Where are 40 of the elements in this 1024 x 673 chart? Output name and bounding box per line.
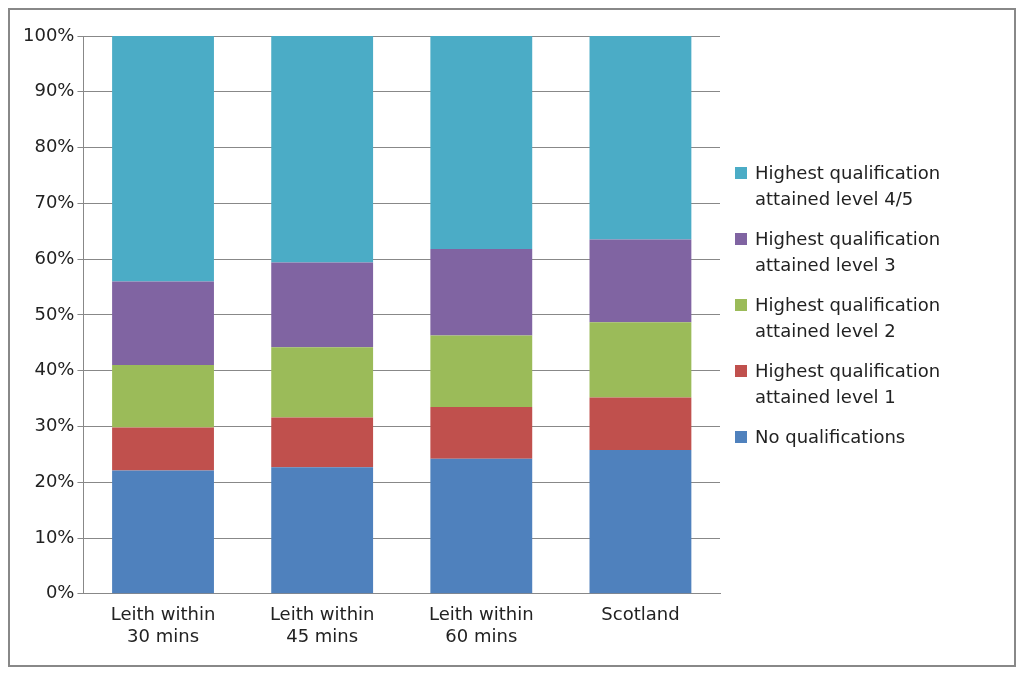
y-tick-label: 30% <box>34 414 75 436</box>
legend-label: Highest qualification attained level 1 <box>755 359 942 409</box>
legend-label: No qualifications <box>755 425 906 449</box>
y-tick-label: 100% <box>22 23 75 45</box>
y-tick-label: 40% <box>34 358 75 380</box>
y-tick-label: 60% <box>34 246 75 268</box>
legend-label: Highest qualification attained level 3 <box>755 227 942 277</box>
bar <box>271 417 374 468</box>
bar <box>112 470 214 594</box>
y-tick-label: 50% <box>34 302 75 324</box>
bar <box>112 36 214 282</box>
bar <box>271 467 374 594</box>
y-tick-label: 10% <box>34 525 75 547</box>
y-tick-label: 70% <box>34 191 75 213</box>
bar <box>589 239 692 323</box>
bar <box>430 36 533 250</box>
bar <box>112 281 214 366</box>
y-tick-label: 90% <box>34 79 75 101</box>
x-tick-label: Scotland <box>601 603 680 625</box>
bar <box>112 427 214 471</box>
y-tick-label: 0% <box>45 581 75 603</box>
bar <box>430 335 533 407</box>
bar <box>112 365 214 428</box>
bar <box>271 347 374 418</box>
bar <box>271 36 374 263</box>
bar <box>589 322 692 398</box>
y-tick-label: 80% <box>34 135 75 157</box>
legend-label: Highest qualification attained level 4/5 <box>755 161 942 211</box>
bar <box>589 397 692 450</box>
bar <box>271 262 374 348</box>
bar <box>430 406 533 459</box>
bar <box>430 458 533 594</box>
legend-label: Highest qualification attained level 2 <box>755 293 942 343</box>
x-tick-label: Leith within 45 mins <box>269 603 375 646</box>
bar <box>589 36 692 240</box>
y-tick-label: 20% <box>34 469 75 491</box>
x-tick-label: Leith within 60 mins <box>429 603 534 646</box>
bar <box>430 249 533 336</box>
x-tick-label: Leith within 30 mins <box>110 603 216 646</box>
bar <box>589 449 692 594</box>
